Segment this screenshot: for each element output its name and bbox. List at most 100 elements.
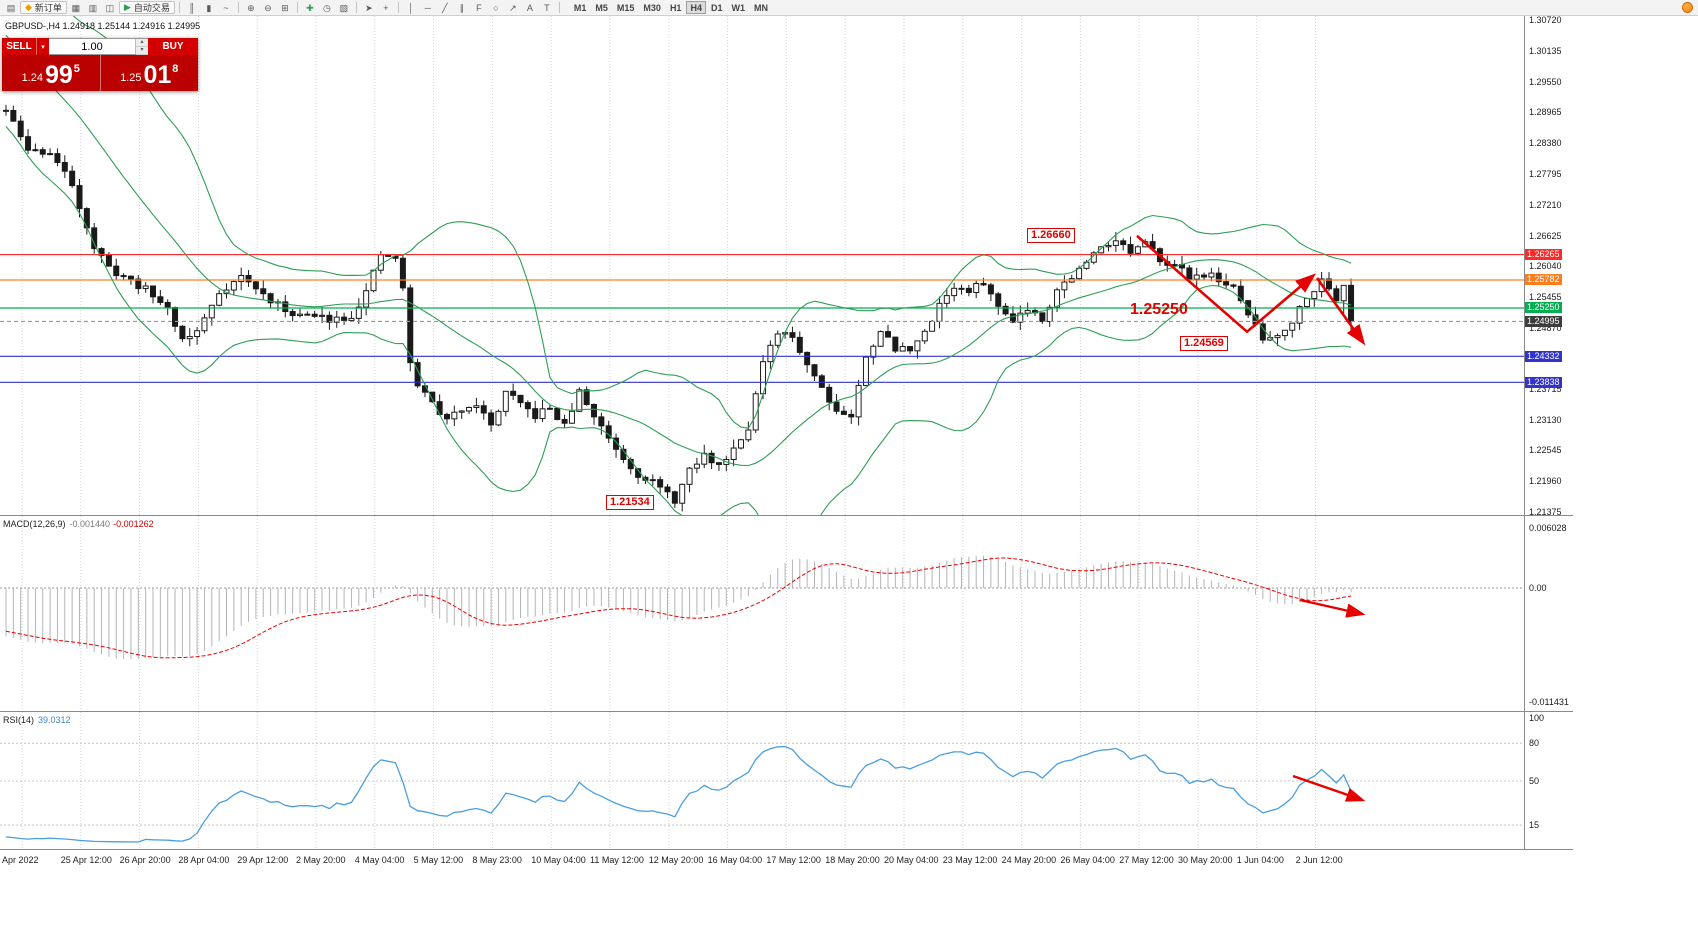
time-label: 8 May 23:00 xyxy=(472,855,522,865)
timeframe-m15[interactable]: M15 xyxy=(616,3,635,13)
crosshair-icon[interactable]: + xyxy=(378,1,394,14)
toolbar-separator xyxy=(397,2,399,13)
charts-toolbar-icon[interactable]: ▤ xyxy=(3,1,19,14)
bollinger-upper-line[interactable] xyxy=(6,16,1352,429)
navigator-icon[interactable]: ◫ xyxy=(102,1,118,14)
annotation-1.26660[interactable]: 1.26660 xyxy=(1027,227,1075,243)
horizontal-line-icon[interactable]: ─ xyxy=(420,1,436,14)
price-tick: 1.28380 xyxy=(1529,138,1562,149)
bar-chart-type-icon[interactable]: ║ xyxy=(184,1,200,14)
periods-icon[interactable]: ◷ xyxy=(319,1,335,14)
new-order-button[interactable]: ◆ 新订单 xyxy=(20,1,67,14)
rsi-axis[interactable]: 100 80 50 15 xyxy=(1524,712,1573,849)
time-label: 18 May 20:00 xyxy=(825,855,880,865)
toolbar-separator xyxy=(355,2,357,13)
trend-arrow[interactable] xyxy=(1315,277,1366,346)
rsi-panel[interactable]: 100 80 50 15 RSI(14) 39.0312 xyxy=(0,712,1573,850)
lot-decrease-button[interactable]: ▾ xyxy=(136,47,148,55)
channel-icon[interactable]: ∥ xyxy=(454,1,470,14)
macd-chart[interactable] xyxy=(0,516,1524,711)
timeframe-h1[interactable]: H1 xyxy=(669,3,682,13)
zoom-in-icon[interactable]: ⊕ xyxy=(243,1,259,14)
bollinger-lower-line[interactable] xyxy=(5,126,1352,516)
arrows-icon-glyph: ↗ xyxy=(509,2,517,13)
trendline-icon[interactable]: ╱ xyxy=(437,1,453,14)
sell-price-display[interactable]: 1.24 99 5 xyxy=(2,55,101,91)
timeframe-mn[interactable]: MN xyxy=(753,3,768,13)
indicators-icon-glyph: ✚ xyxy=(306,2,314,13)
macd-label: MACD(12,26,9) -0.001440 -0.001262 xyxy=(3,519,154,529)
time-label: 23 May 12:00 xyxy=(942,855,998,865)
trend-arrow[interactable] xyxy=(1136,234,1316,334)
cursor-icon[interactable]: ➤ xyxy=(361,1,377,14)
tile-windows-icon[interactable]: ⊞ xyxy=(277,1,293,14)
vertical-line-icon[interactable]: │ xyxy=(403,1,419,14)
macd-axis-tick: 0.006028 xyxy=(1529,522,1567,533)
indicators-icon[interactable]: ✚ xyxy=(302,1,318,14)
arrows-icon[interactable]: ↗ xyxy=(505,1,521,14)
time-label: 17 May 12:00 xyxy=(766,855,821,865)
timeframe-m30[interactable]: M30 xyxy=(643,3,661,13)
candlestick-chart-type-icon[interactable]: ▮ xyxy=(201,1,217,14)
text-label-icon[interactable]: T xyxy=(539,1,555,14)
rsi-chart[interactable] xyxy=(0,712,1524,849)
timeframe-w1[interactable]: W1 xyxy=(731,3,745,13)
price-axis[interactable]: 1.30720 1.30135 1.29550 1.28965 1.28380 1.277… xyxy=(1524,16,1573,515)
timeframe-d1[interactable]: D1 xyxy=(710,3,723,13)
text-icon[interactable]: A xyxy=(522,1,538,14)
vertical-line-icon-glyph: │ xyxy=(408,2,414,13)
time-axis[interactable]: Apr 2022 25 Apr 12:00 26 Apr 20:00 28 Apr 0… xyxy=(0,850,1573,872)
time-label: 25 Apr 12:00 xyxy=(60,855,112,865)
annotation-1.21534[interactable]: 1.21534 xyxy=(606,494,654,510)
shapes-icon[interactable]: ○ xyxy=(488,1,504,14)
trendline-icon-glyph: ╱ xyxy=(442,2,448,13)
timeframe-h4[interactable]: H4 xyxy=(686,1,706,14)
line-chart-type-icon[interactable]: ~ xyxy=(218,1,234,14)
rsi-trend-arrow[interactable] xyxy=(1292,774,1366,802)
time-label: 26 May 04:00 xyxy=(1060,855,1115,865)
timeframe-m5[interactable]: M5 xyxy=(595,3,608,13)
levels-layer xyxy=(0,253,1524,383)
time-label: 28 Apr 04:00 xyxy=(178,855,230,865)
rsi-name: RSI(14) xyxy=(3,715,35,725)
templates-icon[interactable]: ▧ xyxy=(336,1,352,14)
data-window-icon[interactable]: ▥ xyxy=(85,1,101,14)
lot-increase-button[interactable]: ▴ xyxy=(136,39,148,47)
grid-layer xyxy=(21,16,1317,515)
sell-options-caret-icon[interactable]: ▾ xyxy=(36,38,49,55)
market-watch-icon[interactable]: ▦ xyxy=(68,1,84,14)
macd-trend-arrow[interactable] xyxy=(1299,598,1366,618)
buy-price-display[interactable]: 1.25 01 8 xyxy=(101,55,199,91)
time-label: 2 Jun 12:00 xyxy=(1295,855,1343,865)
candlestick-chart[interactable] xyxy=(0,16,1524,515)
timeframe-m1[interactable]: M1 xyxy=(573,3,587,13)
buy-button[interactable]: BUY xyxy=(148,38,198,55)
lot-size-input[interactable] xyxy=(49,39,135,54)
new-order-button-label: 新订单 xyxy=(34,3,62,13)
alert-icon[interactable] xyxy=(1682,2,1693,13)
annotation-1.25250[interactable]: 1.25250 xyxy=(1130,300,1188,318)
sell-button[interactable]: SELL xyxy=(2,38,36,55)
time-label: 2 May 20:00 xyxy=(296,855,346,865)
macd-axis[interactable]: 0.006028 0.00 -0.011431 xyxy=(1524,516,1573,711)
main-chart-panel[interactable]: 1.30720 1.30135 1.29550 1.28965 1.28380 1.277… xyxy=(0,16,1573,516)
price-label-pivot: 1.25250 xyxy=(1525,302,1562,314)
macd-histogram xyxy=(5,555,1352,660)
macd-panel[interactable]: 0.006028 0.00 -0.011431 MACD(12,26,9) -0.00… xyxy=(0,516,1573,712)
annotation-1.24569[interactable]: 1.24569 xyxy=(1180,335,1228,351)
timeframe-selector: M1 M5 M15 M30 H1 H4 D1 W1 MN xyxy=(570,1,772,14)
autotrading-button-label: 自动交易 xyxy=(133,3,170,13)
tile-windows-icon-glyph: ⊞ xyxy=(281,2,289,13)
bollinger-middle-line[interactable] xyxy=(5,35,1352,467)
autotrading-button[interactable]: ▶ 自动交易 xyxy=(118,1,175,14)
time-label: 30 May 20:00 xyxy=(1178,855,1233,865)
time-label: 11 May 12:00 xyxy=(590,855,644,865)
fibonacci-icon[interactable]: F xyxy=(471,1,487,14)
horizontal-line-icon-glyph: ─ xyxy=(424,2,432,13)
price-label-resistance: 1.25782 xyxy=(1525,274,1562,286)
macd-name: MACD(12,26,9) xyxy=(3,519,66,529)
zoom-out-icon[interactable]: ⊖ xyxy=(260,1,276,14)
price-tick: 1.21960 xyxy=(1529,476,1562,487)
autotrading-glyph: ▶ xyxy=(123,2,131,12)
time-label: 12 May 20:00 xyxy=(648,855,704,865)
